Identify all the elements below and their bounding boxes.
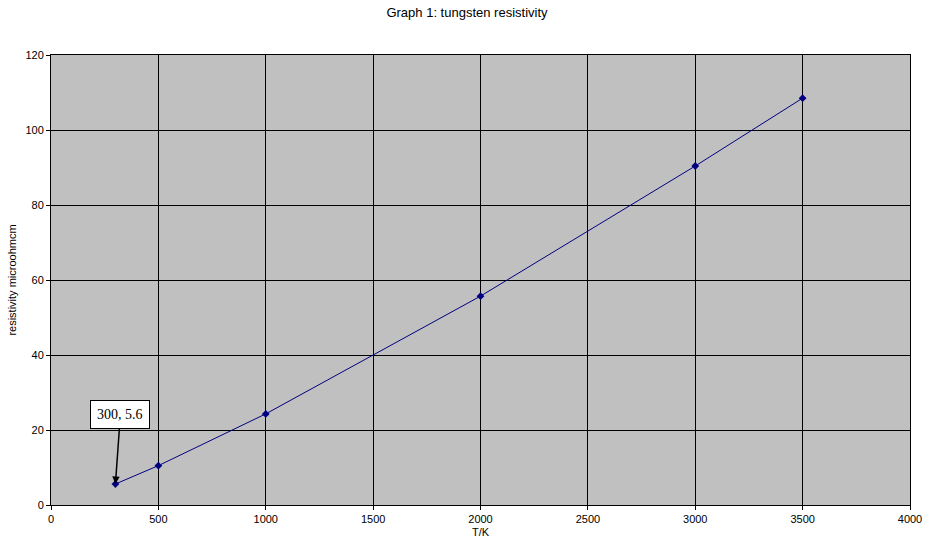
svg-text:Graph 1: tungsten resistivity: Graph 1: tungsten resistivity <box>386 5 548 20</box>
svg-text:4000: 4000 <box>898 513 922 525</box>
svg-text:120: 120 <box>25 49 43 61</box>
svg-text:1500: 1500 <box>361 513 385 525</box>
svg-text:60: 60 <box>32 274 44 286</box>
svg-text:40: 40 <box>32 349 44 361</box>
svg-text:20: 20 <box>32 424 44 436</box>
svg-text:3000: 3000 <box>683 513 707 525</box>
svg-text:300, 5.6: 300, 5.6 <box>97 407 143 422</box>
svg-text:2500: 2500 <box>576 513 600 525</box>
svg-text:100: 100 <box>25 124 43 136</box>
svg-text:0: 0 <box>38 499 44 511</box>
svg-text:80: 80 <box>32 199 44 211</box>
svg-text:500: 500 <box>149 513 167 525</box>
svg-text:resistivity microohmcm: resistivity microohmcm <box>6 224 18 335</box>
svg-text:3500: 3500 <box>790 513 814 525</box>
svg-text:1000: 1000 <box>254 513 278 525</box>
svg-text:0: 0 <box>48 513 54 525</box>
svg-text:T/K: T/K <box>472 526 490 538</box>
svg-text:2000: 2000 <box>468 513 492 525</box>
